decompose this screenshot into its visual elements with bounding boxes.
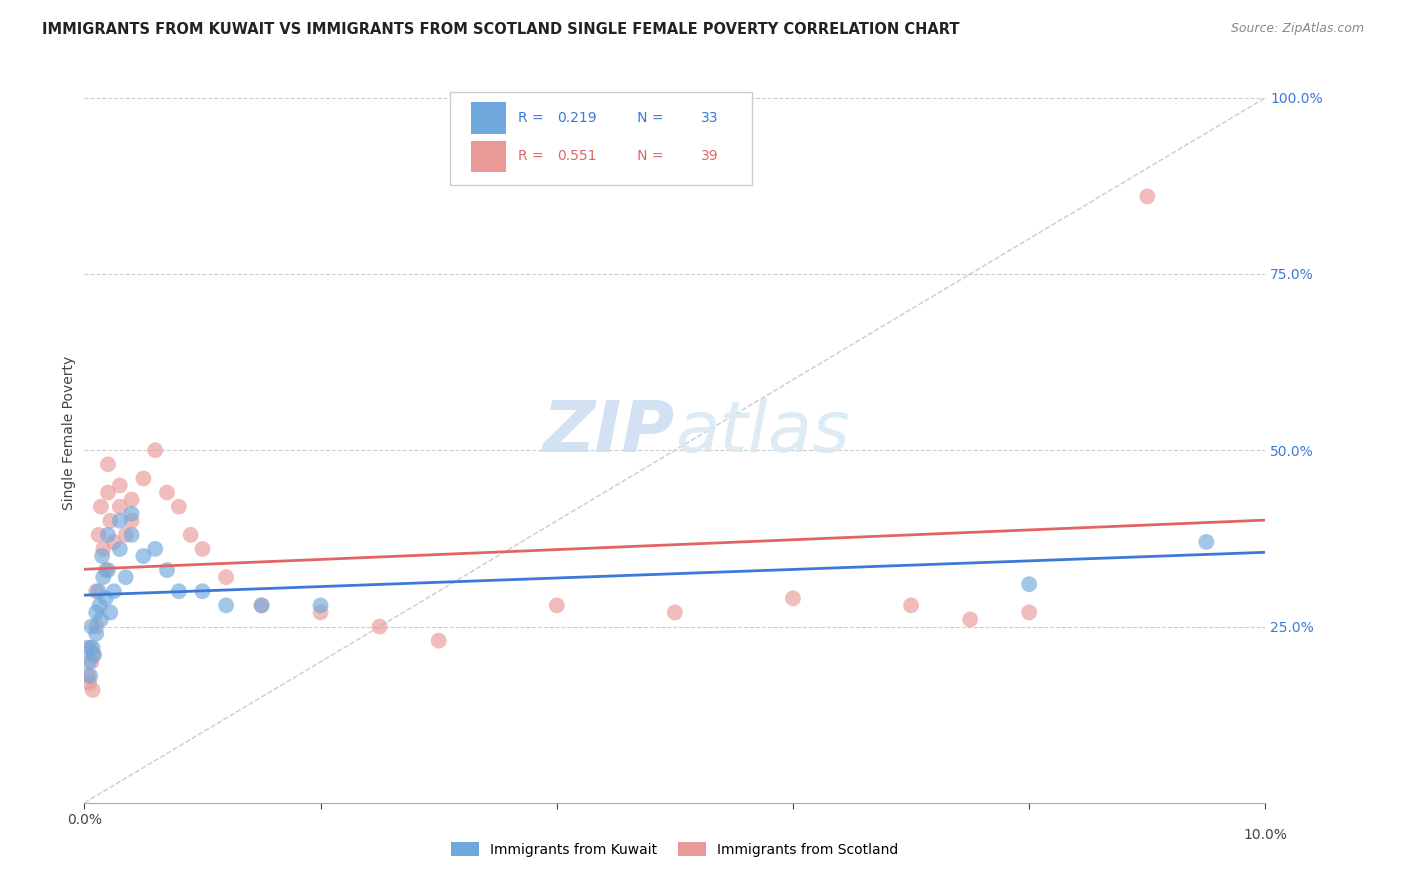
Text: R =: R = xyxy=(517,150,548,163)
Point xyxy=(167,584,190,599)
Y-axis label: Single Female Poverty: Single Female Poverty xyxy=(62,356,76,509)
Point xyxy=(90,500,112,514)
Point xyxy=(368,619,391,633)
Point xyxy=(103,584,125,599)
Point xyxy=(546,599,568,613)
Point xyxy=(782,591,804,606)
Point xyxy=(83,648,105,662)
Point xyxy=(84,619,107,633)
Point xyxy=(143,443,166,458)
Point xyxy=(250,599,273,613)
Point xyxy=(94,591,117,606)
Text: 33: 33 xyxy=(700,111,718,125)
Point xyxy=(90,612,112,626)
Point xyxy=(114,570,136,584)
Point xyxy=(900,599,922,613)
Point xyxy=(108,500,131,514)
Point xyxy=(84,584,107,599)
Point xyxy=(87,584,110,599)
Point xyxy=(89,599,111,613)
Point xyxy=(84,626,107,640)
Point xyxy=(87,528,110,542)
Text: 10.0%: 10.0% xyxy=(1243,828,1288,842)
Legend: Immigrants from Kuwait, Immigrants from Scotland: Immigrants from Kuwait, Immigrants from … xyxy=(446,837,904,863)
Point xyxy=(80,619,103,633)
Point xyxy=(79,640,101,655)
Point xyxy=(156,485,179,500)
Point xyxy=(77,640,100,655)
Point xyxy=(664,606,686,620)
Point xyxy=(97,458,120,472)
Point xyxy=(1018,577,1040,591)
Text: N =: N = xyxy=(624,111,668,125)
Point xyxy=(114,528,136,542)
Point xyxy=(97,485,120,500)
Point xyxy=(215,570,238,584)
Text: atlas: atlas xyxy=(675,398,849,467)
Point xyxy=(94,563,117,577)
Point xyxy=(80,655,103,669)
Text: ZIP: ZIP xyxy=(543,398,675,467)
Point xyxy=(180,528,202,542)
Point xyxy=(91,549,114,563)
Point xyxy=(108,541,131,556)
Point xyxy=(132,549,155,563)
Point xyxy=(250,599,273,613)
Bar xyxy=(471,141,506,172)
Point xyxy=(77,669,100,683)
Point xyxy=(191,541,214,556)
Point xyxy=(215,599,238,613)
Text: 39: 39 xyxy=(700,150,718,163)
Point xyxy=(121,492,143,507)
Point xyxy=(108,514,131,528)
Text: IMMIGRANTS FROM KUWAIT VS IMMIGRANTS FROM SCOTLAND SINGLE FEMALE POVERTY CORRELA: IMMIGRANTS FROM KUWAIT VS IMMIGRANTS FRO… xyxy=(42,22,960,37)
Point xyxy=(91,541,114,556)
Point xyxy=(143,541,166,556)
Point xyxy=(167,500,190,514)
Point xyxy=(97,563,120,577)
Point xyxy=(103,535,125,549)
Point xyxy=(98,514,121,528)
Point xyxy=(1018,606,1040,620)
Point xyxy=(79,669,101,683)
Point xyxy=(84,606,107,620)
FancyBboxPatch shape xyxy=(450,92,752,185)
Point xyxy=(427,633,450,648)
Point xyxy=(82,640,104,655)
Point xyxy=(97,528,120,542)
Bar xyxy=(471,103,506,134)
Point xyxy=(121,507,143,521)
Point xyxy=(309,606,332,620)
Point xyxy=(91,570,114,584)
Text: N =: N = xyxy=(624,150,668,163)
Point xyxy=(309,599,332,613)
Point xyxy=(83,648,105,662)
Text: 0.551: 0.551 xyxy=(557,150,596,163)
Text: R =: R = xyxy=(517,111,548,125)
Point xyxy=(1195,535,1218,549)
Point xyxy=(77,676,100,690)
Point xyxy=(959,612,981,626)
Point xyxy=(1136,189,1159,203)
Point xyxy=(108,478,131,492)
Point xyxy=(98,606,121,620)
Text: Source: ZipAtlas.com: Source: ZipAtlas.com xyxy=(1230,22,1364,36)
Point xyxy=(132,471,155,485)
Point xyxy=(82,683,104,698)
Point xyxy=(77,655,100,669)
Text: 0.219: 0.219 xyxy=(557,111,596,125)
Point xyxy=(121,514,143,528)
Point xyxy=(121,528,143,542)
Point xyxy=(191,584,214,599)
Point xyxy=(156,563,179,577)
